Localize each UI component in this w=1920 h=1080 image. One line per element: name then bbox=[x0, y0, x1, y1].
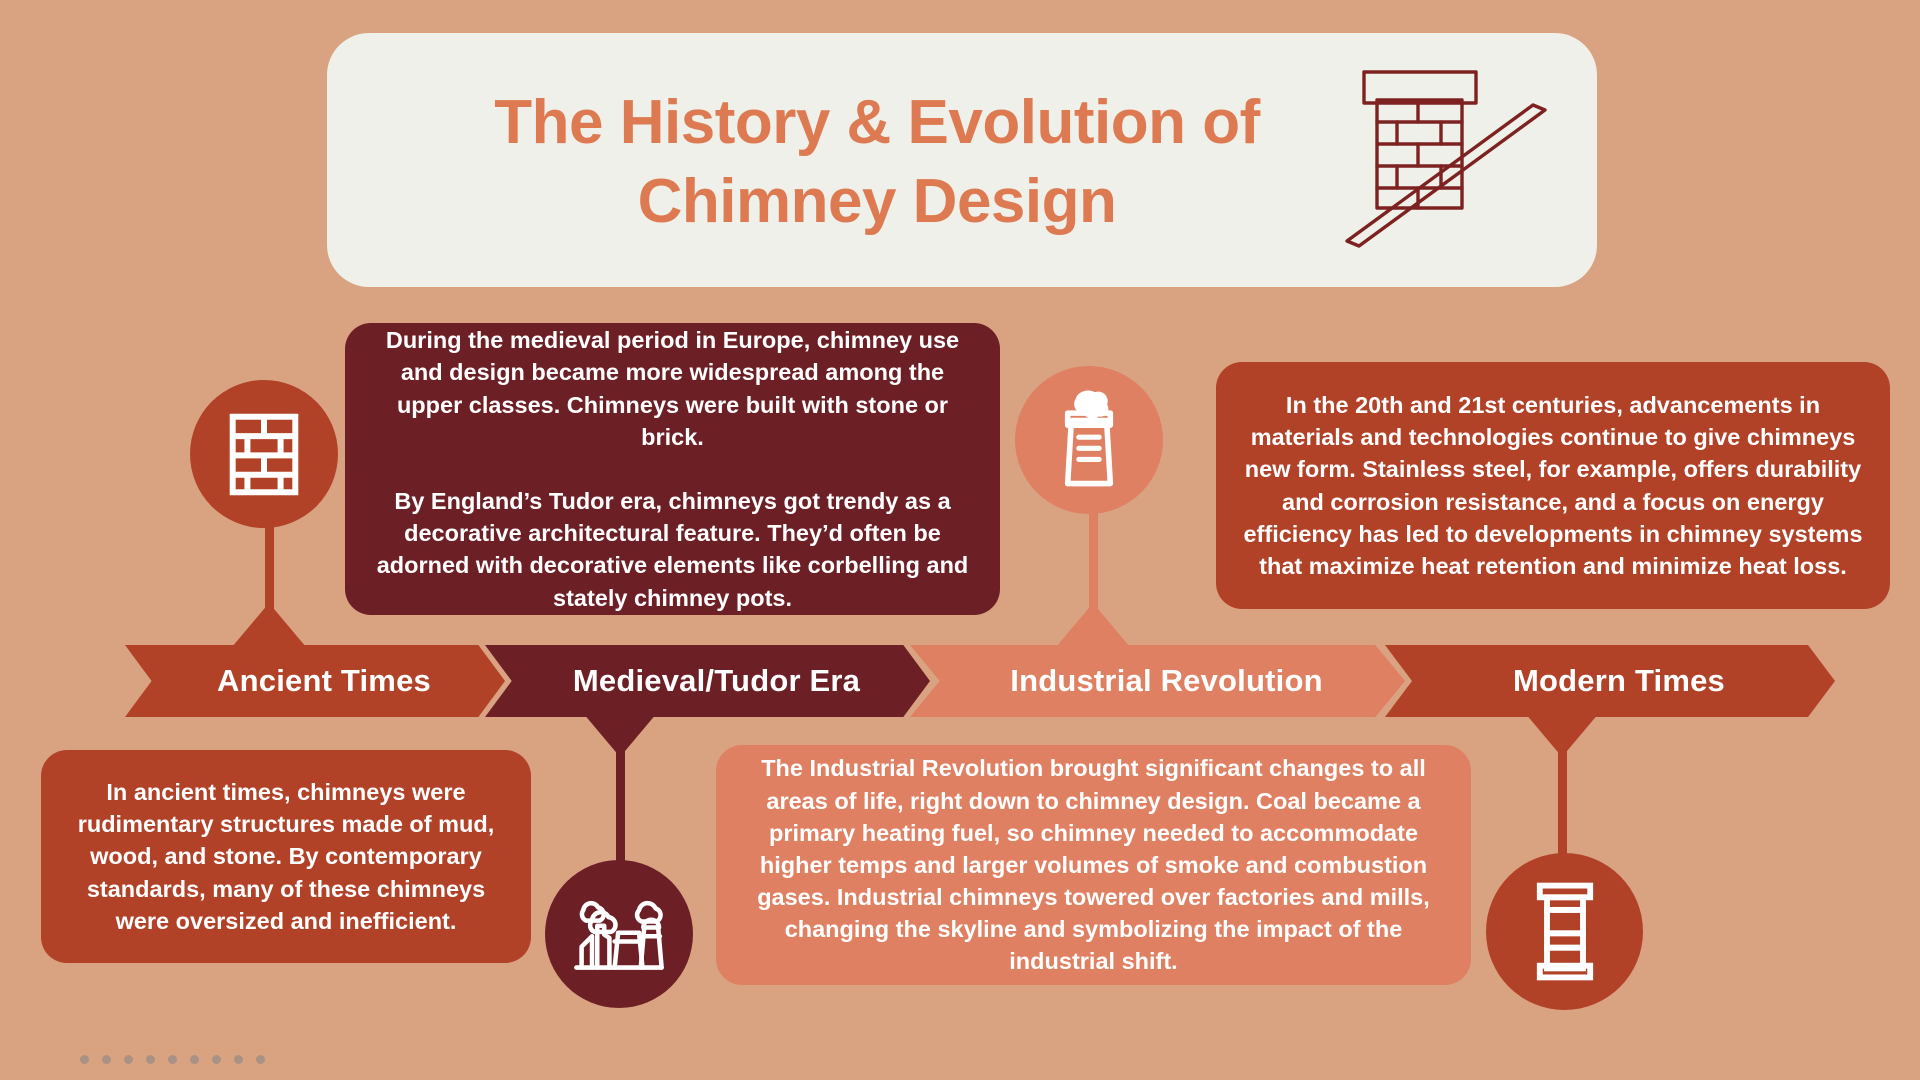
era-chevron-medieval[interactable]: Medieval/Tudor Era bbox=[485, 645, 930, 717]
decorative-dot bbox=[168, 1055, 177, 1064]
banner-notch-ancient bbox=[232, 603, 306, 647]
era-node-medieval[interactable] bbox=[545, 860, 693, 1008]
era-label-industrial: Industrial Revolution bbox=[1010, 663, 1323, 698]
connector-stem-ancient bbox=[265, 500, 274, 650]
era-chevron-modern[interactable]: Modern Times bbox=[1385, 645, 1835, 717]
banner-notch-modern bbox=[1525, 713, 1599, 757]
decorative-dot bbox=[256, 1055, 265, 1064]
era-label-modern: Modern Times bbox=[1513, 663, 1725, 698]
title-card: The History & Evolution of Chimney Desig… bbox=[327, 33, 1597, 287]
era-card-industrial-paragraph-1: The Industrial Revolution brought signif… bbox=[757, 755, 1430, 975]
decorative-dot bbox=[212, 1055, 221, 1064]
era-chevron-industrial[interactable]: Industrial Revolution bbox=[910, 645, 1405, 717]
factory-skyline-icon bbox=[571, 891, 667, 978]
era-card-ancient-paragraph-1: In ancient times, chimneys were rudiment… bbox=[77, 779, 495, 934]
era-card-medieval-paragraph-2: By England’s Tudor era, chimneys got tre… bbox=[376, 488, 969, 611]
decorative-dot bbox=[190, 1055, 199, 1064]
page-title-line-1: The History & Evolution of bbox=[494, 88, 1260, 157]
era-node-modern[interactable] bbox=[1486, 853, 1643, 1010]
era-card-modern-paragraph-1: In the 20th and 21st centuries, advancem… bbox=[1243, 391, 1863, 579]
timeline-banner: Ancient Times Medieval/Tudor Era Industr… bbox=[0, 645, 1920, 717]
era-card-modern: In the 20th and 21st centuries, advancem… bbox=[1216, 362, 1890, 609]
era-chevron-ancient[interactable]: Ancient Times bbox=[125, 645, 505, 717]
era-card-industrial: The Industrial Revolution brought signif… bbox=[716, 745, 1471, 985]
decorative-dot bbox=[102, 1055, 111, 1064]
smokestack-icon bbox=[1049, 389, 1129, 491]
decorative-dot bbox=[80, 1055, 89, 1064]
page-title: The History & Evolution of Chimney Desig… bbox=[387, 83, 1367, 242]
page-title-line-2: Chimney Design bbox=[637, 167, 1117, 237]
connector-stem-industrial bbox=[1089, 485, 1098, 650]
modern-chimney-column-icon bbox=[1529, 882, 1601, 981]
connector-stem-medieval bbox=[616, 712, 625, 872]
brick-wall-icon bbox=[229, 413, 299, 496]
era-node-industrial[interactable] bbox=[1015, 366, 1163, 514]
banner-notch-industrial bbox=[1056, 603, 1130, 647]
decorative-dot bbox=[124, 1055, 133, 1064]
era-card-medieval-paragraph-1: During the medieval period in Europe, ch… bbox=[385, 327, 960, 450]
decorative-dot bbox=[234, 1055, 243, 1064]
era-card-medieval: During the medieval period in Europe, ch… bbox=[345, 323, 1000, 615]
decorative-dot-row bbox=[80, 1055, 265, 1064]
brick-chimney-on-roof-illustration bbox=[1317, 63, 1549, 263]
era-label-medieval: Medieval/Tudor Era bbox=[572, 663, 861, 698]
era-label-ancient: Ancient Times bbox=[217, 663, 431, 698]
era-card-ancient: In ancient times, chimneys were rudiment… bbox=[41, 750, 531, 963]
banner-notch-medieval bbox=[583, 713, 657, 757]
connector-stem-modern bbox=[1558, 712, 1567, 867]
era-node-ancient[interactable] bbox=[190, 380, 338, 528]
decorative-dot bbox=[146, 1055, 155, 1064]
